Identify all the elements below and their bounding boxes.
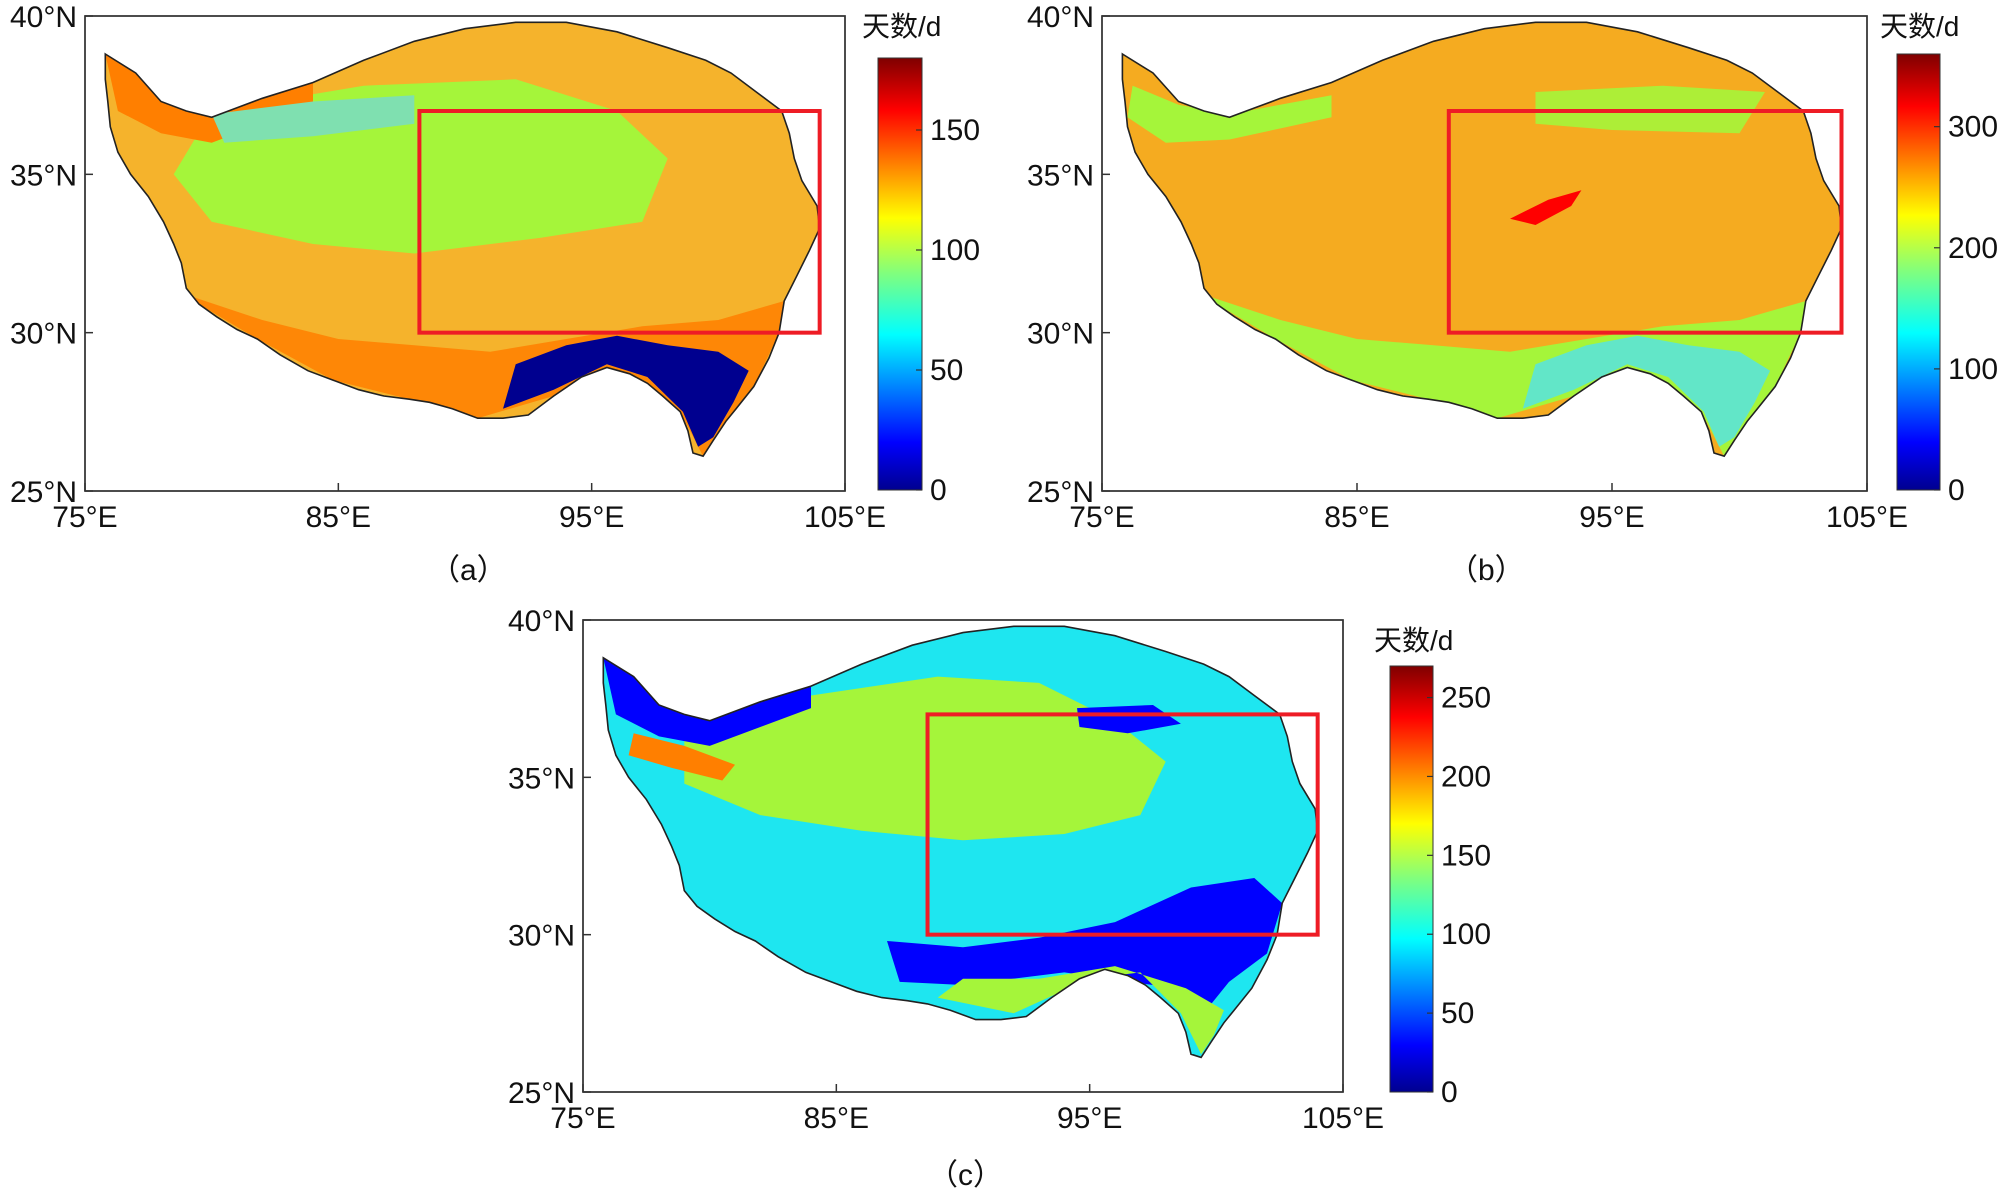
panel-b-land <box>1122 22 1842 457</box>
panel-b-colorbar-tick-label: 200 <box>1948 232 1998 265</box>
panel-c-northwest-band <box>603 657 811 746</box>
panel-a-y-tick-label: 25°N <box>10 476 77 509</box>
panel-a-colorbar-title: 天数/d <box>862 11 941 42</box>
panel-c-y-tick-label: 40°N <box>508 605 575 638</box>
panel-c-colorbar-tick-label: 200 <box>1441 760 1491 793</box>
panel-a-y-tick-label: 30°N <box>10 318 77 351</box>
panel-b-colorbar-title: 天数/d <box>1880 11 1959 42</box>
panel-b-x-tick-label: 105°E <box>1826 501 1908 534</box>
panel-c-colorbar-tick-label: 50 <box>1441 997 1474 1030</box>
panel-b-y-tick-label: 40°N <box>1027 1 1094 34</box>
panel-a-colorbar-ticks: 0 50 100 150 <box>916 114 980 507</box>
panel-a-y-tick-label: 40°N <box>10 1 77 34</box>
panel-b-map <box>1101 15 1868 492</box>
panel-a: （a） 天数/d 0 50 100 150 75°E 85°E 95°E 105°E 25°N… <box>10 1 980 587</box>
panel-b-axes: 75°E 85°E 95°E 105°E 25°N 30°N 35°N 40°N <box>1027 1 1908 534</box>
panel-b-caption: （b） <box>1448 554 1525 587</box>
panel-c-south-high <box>937 966 1224 1055</box>
panel-c-x-tick-label: 95°E <box>1057 1102 1122 1135</box>
panel-b-colorbar-tick-label: 100 <box>1948 353 1998 386</box>
panel-c-colorbar-tick-label: 150 <box>1441 839 1491 872</box>
panel-b-colorbar-ticks: 0 100 200 300 <box>1934 111 1998 507</box>
panel-c-frame <box>582 619 1344 1093</box>
panel-b-south-band <box>1204 294 1806 457</box>
panel-b-colorbar-tick-label: 0 <box>1948 474 1965 507</box>
panel-a-x-tick-label: 105°E <box>804 501 886 534</box>
panel-b-colorbar-tick-label: 300 <box>1948 111 1998 144</box>
panel-c-y-tick-label: 35°N <box>508 762 575 795</box>
panel-b-land-outline <box>1121 21 1843 458</box>
panel-b-y-tick-label: 25°N <box>1027 476 1094 509</box>
panel-a-south-band <box>186 294 785 457</box>
panel-c-x-tick-label: 105°E <box>1302 1102 1384 1135</box>
panel-c-colorbar-tick-label: 0 <box>1441 1076 1458 1109</box>
panel-c-west-band <box>628 733 735 781</box>
panel-b-x-tick-label: 85°E <box>1324 501 1389 534</box>
panel-c-colorbar-tick-label: 100 <box>1441 918 1491 951</box>
panel-a-axes: 75°E 85°E 95°E 105°E 25°N 30°N 35°N 40°N <box>10 1 886 534</box>
panel-a-y-tick-label: 35°N <box>10 159 77 192</box>
panel-c-x-tick-label: 75°E <box>550 1102 615 1135</box>
panel-b-region-box <box>1446 109 1844 335</box>
panel-a-region-box <box>417 109 822 335</box>
panel-c-region-box <box>925 712 1320 937</box>
panel-a-colorbar-tick-label: 50 <box>930 354 963 387</box>
panel-a-colorbar <box>877 57 923 491</box>
panel-a-colorbar-tick-label: 150 <box>930 114 980 147</box>
panel-b-y-tick-label: 30°N <box>1027 318 1094 351</box>
panel-a-north-teal-band <box>211 95 415 143</box>
panel-c-core-region <box>684 676 1166 841</box>
panel-a-land-outline <box>104 21 821 458</box>
panel-a-colorbar-tick-label: 0 <box>930 474 947 507</box>
panel-a-low-region <box>503 335 749 447</box>
panel-c-map <box>582 619 1344 1093</box>
panel-c-north-low <box>1077 705 1181 734</box>
panel-b: （b） 天数/d 0 100 200 300 75°E 85°E 95°E 105°E 25°… <box>1027 1 1998 587</box>
panel-c-x-tick-label: 85°E <box>804 1102 869 1135</box>
panel-b-frame <box>1101 15 1868 492</box>
panel-b-x-tick-label: 75°E <box>1069 501 1134 534</box>
panel-c-colorbar-title: 天数/d <box>1374 625 1453 656</box>
panel-a-x-tick-label: 95°E <box>559 501 624 534</box>
panel-c-land-outline <box>602 625 1319 1059</box>
panel-b-colorbar <box>1896 53 1941 491</box>
panel-a-x-tick-label: 85°E <box>306 501 371 534</box>
panel-b-southeast-region <box>1522 335 1771 447</box>
panel-c: （c） 天数/d 0 50 100 150 200 250 75°E 85°E 95°E 105… <box>508 605 1491 1192</box>
panel-c-land <box>603 626 1318 1058</box>
panel-b-x-tick-label: 95°E <box>1579 501 1644 534</box>
panel-c-axes: 75°E 85°E 95°E 105°E 25°N 30°N 35°N 40°N <box>508 605 1384 1135</box>
panel-a-map <box>84 15 846 492</box>
panel-c-y-tick-label: 25°N <box>508 1077 575 1110</box>
panel-b-hotspot <box>1510 190 1582 225</box>
panel-c-colorbar <box>1389 665 1434 1093</box>
panel-c-colorbar-tick-label: 250 <box>1441 682 1491 715</box>
panel-a-caption: （a） <box>430 554 507 587</box>
panel-a-x-tick-label: 75°E <box>52 501 117 534</box>
panel-b-y-tick-label: 35°N <box>1027 159 1094 192</box>
panel-a-frame <box>84 15 846 492</box>
panel-c-y-tick-label: 30°N <box>508 920 575 953</box>
panel-c-caption: （c） <box>928 1159 1003 1192</box>
panel-a-colorbar-tick-label: 100 <box>930 234 980 267</box>
panel-c-colorbar-ticks: 0 50 100 150 200 250 <box>1427 682 1491 1109</box>
